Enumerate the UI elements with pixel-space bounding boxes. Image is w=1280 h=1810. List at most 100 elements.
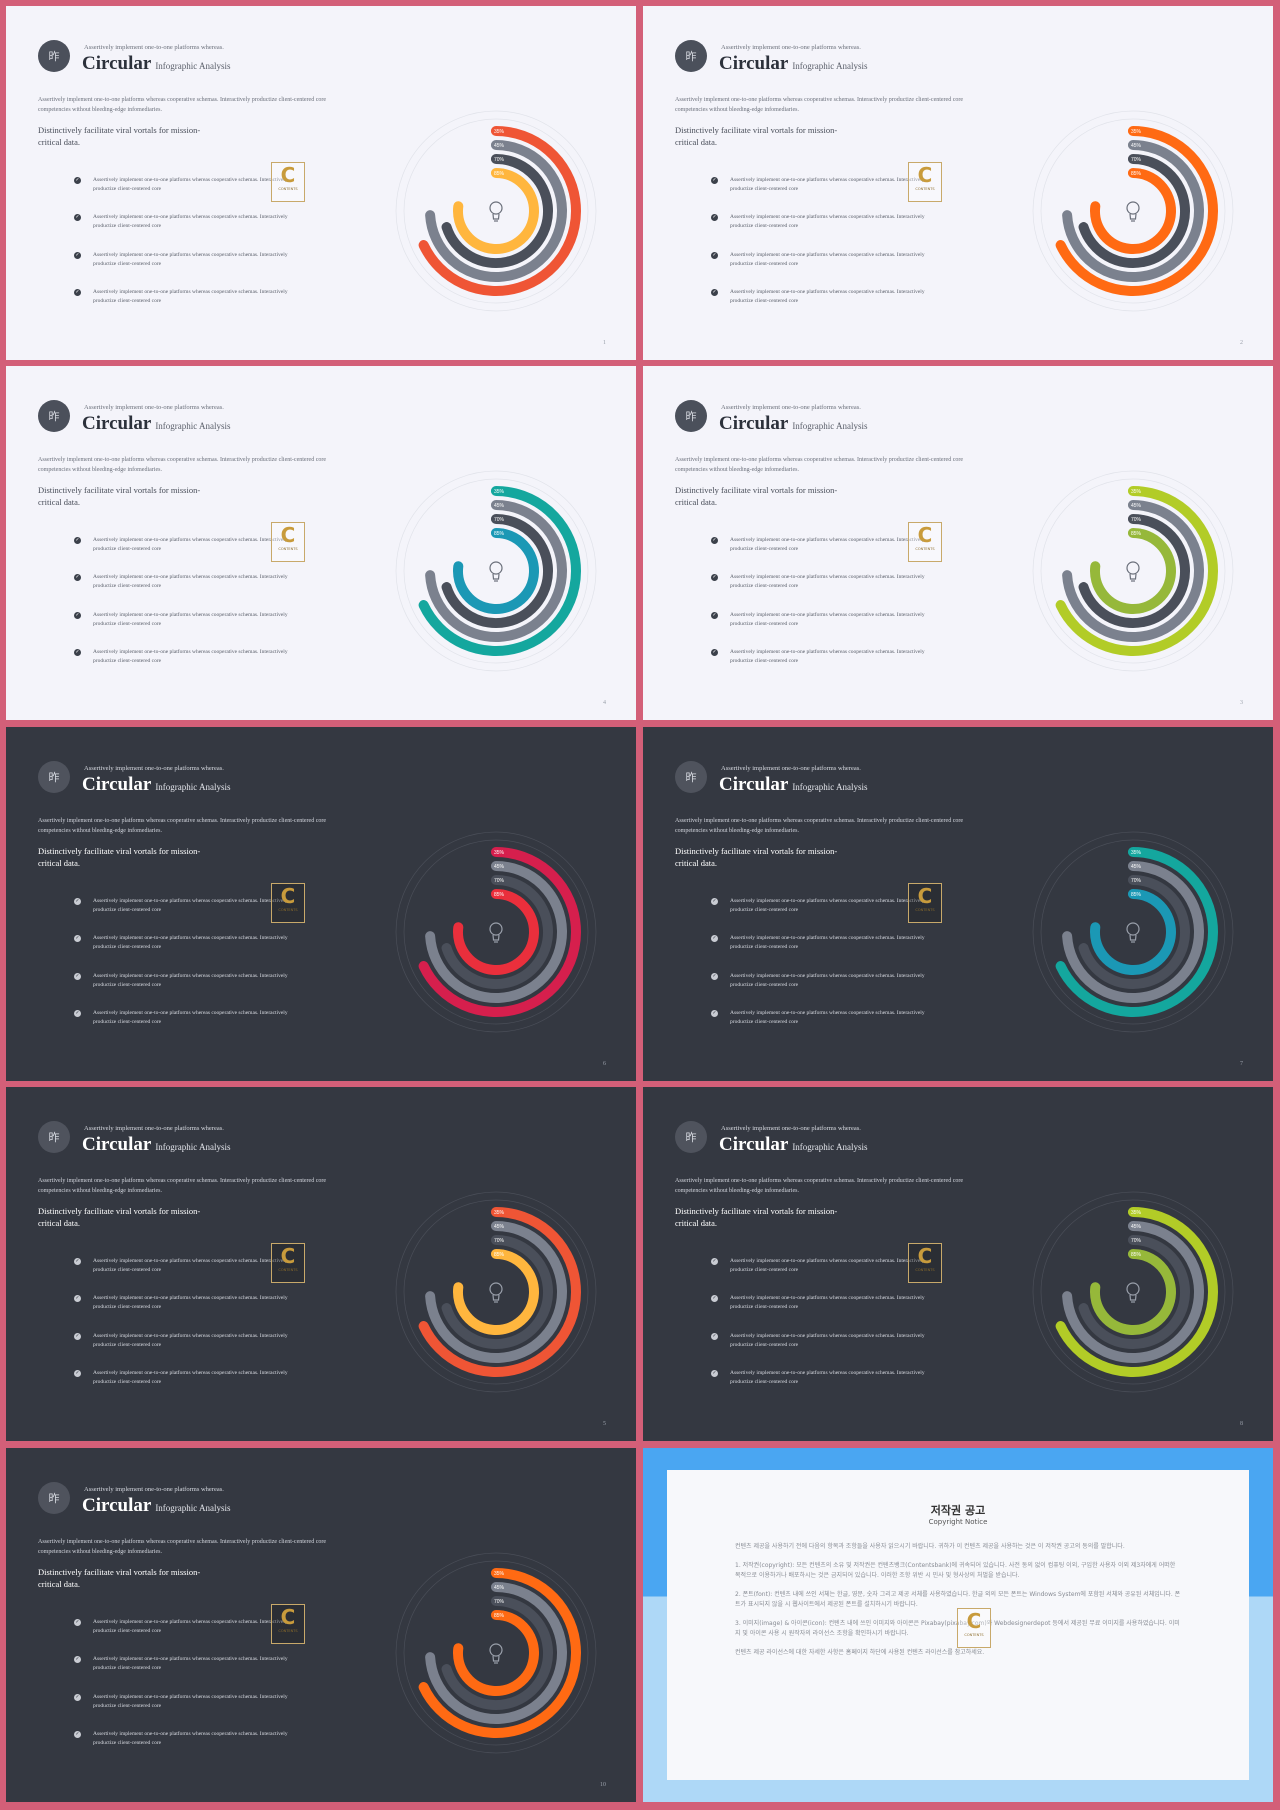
ring-label-pill — [491, 1568, 507, 1578]
intro-paragraph: Assertively implement one-to-one platfor… — [38, 97, 327, 113]
ring-2 — [425, 1582, 567, 1724]
ring-label-text: 35% — [494, 1571, 505, 1577]
lightbulb-icon — [489, 1643, 503, 1664]
bullet-item: ✓ Assertively implement one-to-one platfo… — [711, 573, 941, 591]
ring-label-pill — [1128, 861, 1144, 871]
check-circle-icon: ✓ — [74, 1619, 81, 1626]
bullet-text: Assertively implement one-to-one platfor… — [730, 1370, 925, 1385]
lightbulb-icon — [489, 201, 503, 222]
ring-label-text: 35% — [1131, 850, 1142, 856]
bullet-text: Assertively implement one-to-one platfor… — [730, 537, 925, 552]
ring-4 — [453, 168, 539, 254]
ring-label: 35% — [491, 486, 507, 496]
ring-label: 70% — [491, 1596, 507, 1606]
ring-label-pill — [1128, 528, 1144, 538]
bullet-text: Assertively implement one-to-one platfor… — [730, 177, 925, 192]
slide-8: 昨 Assertively implement one-to-one platfo… — [643, 1087, 1273, 1441]
ring-label: 35% — [491, 1207, 507, 1217]
ring-label-pill — [491, 861, 507, 871]
title-sub: Infographic Analysis — [155, 1142, 231, 1152]
ring-label-pill — [1128, 126, 1144, 136]
badge-letter: C — [917, 523, 933, 547]
guide-circle — [403, 1199, 589, 1385]
radial-chart-svg: 35% 45% 70% 85% — [395, 831, 597, 1033]
logo-glyph: 昨 — [48, 410, 60, 423]
ring-label-text: 35% — [1131, 489, 1142, 495]
subheading: Distinctively facilitate viral vortals f… — [675, 846, 838, 868]
slide-4: 昨 Assertively implement one-to-one platfo… — [643, 366, 1273, 720]
radial-chart-svg: 35% 45% 70% 85% — [1032, 1191, 1234, 1393]
badge-letter: C — [280, 1605, 296, 1629]
ring-label-text: 70% — [1131, 517, 1142, 523]
ring-label-pill — [491, 1249, 507, 1259]
ring-label-text: 85% — [494, 531, 505, 537]
notice-paragraph: 2. 폰트(font): 컨텐츠 내에 쓰인 서체는 한글, 영문, 숫자 그리… — [735, 1591, 1181, 1608]
slide-title: Circular Infographic Analysis — [82, 774, 231, 796]
bullet-item: ✓ Assertively implement one-to-one platfo… — [711, 972, 941, 990]
ring-label-pill — [491, 514, 507, 524]
ring-label-text: 70% — [494, 517, 505, 523]
bullet-item: ✓ Assertively implement one-to-one platfo… — [711, 648, 941, 666]
ring-label: 70% — [1128, 1235, 1144, 1245]
guide-circle — [403, 118, 589, 304]
guide-circle — [1032, 1191, 1234, 1393]
logo-glyph: 昨 — [685, 410, 697, 423]
logo-glyph: 昨 — [685, 50, 697, 63]
ring-label: 35% — [1128, 486, 1144, 496]
copyright-notice-slide: 저작권 공고 Copyright Notice 컨텐츠 제공을 사용하기 전에 다음… — [643, 1448, 1273, 1802]
ring-label-text: 45% — [494, 864, 505, 870]
guide-circle — [403, 478, 589, 664]
ring-label-text: 45% — [1131, 503, 1142, 509]
guide-circle — [403, 1560, 589, 1746]
bullet-text: Assertively implement one-to-one platfor… — [730, 612, 925, 627]
bullet-text: Assertively implement one-to-one platfor… — [93, 574, 288, 589]
eyebrow-text: Assertively implement one-to-one platfor… — [721, 404, 861, 411]
title-main: Circular — [719, 53, 789, 74]
check-circle-icon: ✓ — [74, 214, 81, 221]
ring-label: 35% — [491, 126, 507, 136]
badge-letter: C — [917, 1244, 933, 1268]
eyebrow-text: Assertively implement one-to-one platfor… — [721, 765, 861, 772]
notice-paragraph: 컨텐츠 제공 라이선스에 대한 자세한 사항은 홈페이지 하단에 사용된 컨텐츠… — [735, 1649, 985, 1656]
ring-label: 85% — [491, 168, 507, 178]
bullet-item: ✓ Assertively implement one-to-one platfo… — [711, 1369, 941, 1387]
subheading: Distinctively facilitate viral vortals f… — [38, 846, 201, 868]
bullet-text: Assertively implement one-to-one platfor… — [730, 935, 925, 950]
bullet-item: ✓ Assertively implement one-to-one platfo… — [74, 1257, 304, 1275]
bullet-item: ✓ Assertively implement one-to-one platfo… — [74, 176, 304, 194]
bullet-text: Assertively implement one-to-one platfor… — [730, 1258, 925, 1273]
ring-label-text: 35% — [1131, 1210, 1142, 1216]
bullet-item: ✓ Assertively implement one-to-one platfo… — [74, 972, 304, 990]
check-circle-icon: ✓ — [711, 1010, 718, 1017]
bullet-item: ✓ Assertively implement one-to-one platfo… — [711, 288, 941, 306]
guide-circle — [1040, 478, 1226, 664]
ring-label-pill — [1128, 1221, 1144, 1231]
badge-word: CONTENTS — [915, 1268, 935, 1272]
bullet-text: Assertively implement one-to-one platfor… — [93, 612, 288, 627]
eyebrow-text: Assertively implement one-to-one platfor… — [84, 404, 224, 411]
lightbulb-icon — [489, 922, 503, 943]
ring-label-text: 70% — [494, 1599, 505, 1605]
logo-glyph: 昨 — [48, 1131, 60, 1144]
ring-2 — [1062, 861, 1204, 1003]
bullet-item: ✓ Assertively implement one-to-one platfo… — [711, 934, 941, 952]
contents-badge-logo: C CONTENTS — [271, 1243, 305, 1283]
radial-chart-svg: 35% 45% 70% 85% — [395, 1552, 597, 1754]
eyebrow-text: Assertively implement one-to-one platfor… — [84, 1486, 224, 1493]
title-main: Circular — [82, 413, 152, 434]
notice-title: 저작권 공고 — [930, 1504, 986, 1517]
ring-label-pill — [1128, 500, 1144, 510]
slide-title: Circular Infographic Analysis — [82, 413, 231, 435]
ring-2 — [425, 140, 567, 282]
check-circle-icon: ✓ — [711, 177, 718, 184]
ring-label-pill — [1128, 514, 1144, 524]
ring-3 — [1078, 514, 1190, 628]
bullet-item: ✓ Assertively implement one-to-one platfo… — [74, 288, 304, 306]
bullet-text: Assertively implement one-to-one platfor… — [93, 935, 288, 950]
radial-chart: 35% 45% 70% 85% — [395, 110, 601, 312]
ring-label-pill — [491, 528, 507, 538]
radial-chart: 35% 45% 70% 85% — [1032, 1191, 1238, 1393]
ring-label-text: 35% — [494, 1210, 505, 1216]
logo-icon: 昨 — [675, 761, 707, 793]
bullet-text: Assertively implement one-to-one platfor… — [730, 214, 925, 229]
